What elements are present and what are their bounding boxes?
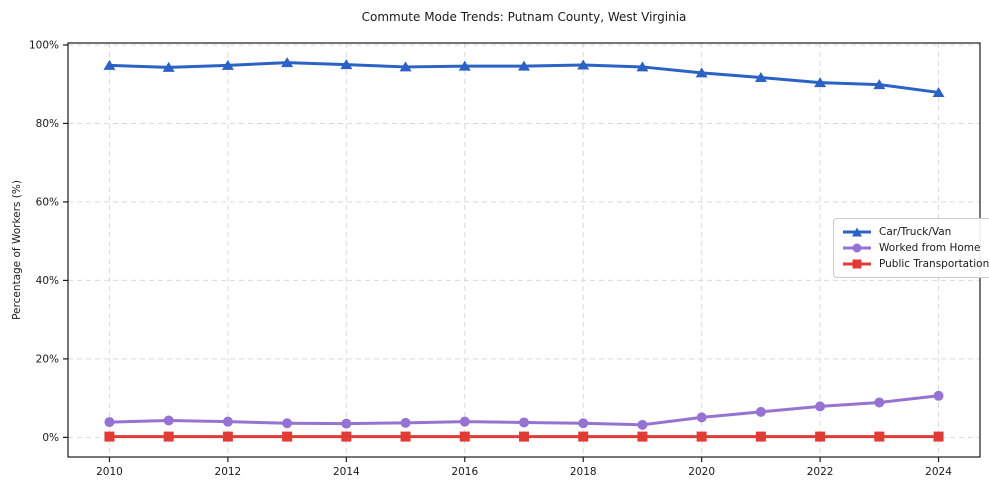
data-point-public-transportation [459, 431, 470, 442]
data-point-public-transportation [755, 431, 766, 442]
data-point-public-transportation [637, 431, 648, 442]
x-tick-label: 2012 [215, 466, 242, 478]
data-point-car-truck-van [162, 61, 175, 72]
y-tick-label: 100% [29, 39, 59, 51]
legend-label: Car/Truck/Van [879, 226, 952, 238]
y-tick-label: 80% [36, 118, 59, 130]
data-point-worked-from-home [578, 418, 589, 429]
data-point-public-transportation [282, 431, 293, 442]
data-point-car-truck-van [873, 79, 886, 90]
y-tick-label: 40% [36, 275, 59, 287]
x-tick-label: 2022 [807, 466, 834, 478]
y-tick-label: 0% [42, 432, 59, 444]
data-point-worked-from-home [815, 401, 826, 412]
y-tick-label: 20% [36, 353, 59, 365]
legend-label: Worked from Home [879, 242, 981, 254]
data-point-public-transportation [519, 431, 529, 442]
x-tick-label: 2024 [925, 466, 952, 478]
data-point-public-transportation [400, 431, 411, 442]
legend-label: Public Transportation [879, 258, 989, 270]
y-tick-label: 60% [36, 196, 59, 208]
data-series [103, 57, 945, 442]
x-tick-label: 2010 [96, 466, 123, 478]
data-point-car-truck-van [281, 57, 294, 68]
data-point-worked-from-home [637, 419, 648, 430]
data-point-public-transportation [578, 431, 589, 442]
legend-item-public-transportation: Public Transportation [842, 256, 989, 272]
legend-item-car-truck-van: Car/Truck/Van [842, 224, 989, 240]
x-tick-label: 2018 [570, 466, 597, 478]
data-point-worked-from-home [696, 412, 707, 423]
x-tick-label: 2014 [333, 466, 360, 478]
data-point-public-transportation [815, 431, 826, 442]
data-point-car-truck-van [221, 59, 234, 70]
data-point-public-transportation [341, 431, 352, 442]
data-point-worked-from-home [222, 416, 233, 427]
data-point-worked-from-home [755, 406, 766, 417]
data-point-worked-from-home [400, 417, 411, 428]
data-point-worked-from-home [933, 390, 944, 401]
data-point-car-truck-van [932, 86, 945, 97]
data-point-public-transportation [933, 431, 944, 442]
data-point-car-truck-van [814, 77, 827, 88]
legend-triangle-marker-icon [842, 226, 872, 238]
data-point-car-truck-van [518, 60, 530, 71]
legend-item-worked-from-home: Worked from Home [842, 240, 989, 256]
data-point-worked-from-home [341, 418, 352, 429]
x-tick-label: 2020 [688, 466, 715, 478]
data-point-public-transportation [874, 431, 885, 442]
data-point-car-truck-van [577, 59, 590, 70]
x-tick-label: 2016 [451, 466, 478, 478]
data-point-worked-from-home [282, 418, 293, 429]
data-point-car-truck-van [636, 61, 649, 72]
data-point-public-transportation [222, 431, 233, 442]
chart-title: Commute Mode Trends: Putnam County, West… [361, 10, 687, 24]
tick-labels: 0% 20% 40% 60% 80% 100% 2010 2012 2014 2016 2018 20… [29, 39, 952, 478]
data-point-car-truck-van [103, 59, 116, 70]
legend-circle-marker-icon [842, 242, 872, 254]
data-point-worked-from-home [519, 417, 529, 428]
legend-square-marker-icon [842, 258, 872, 270]
data-point-car-truck-van [695, 67, 708, 78]
data-point-worked-from-home [874, 397, 885, 408]
data-point-car-truck-van [458, 60, 471, 71]
data-point-public-transportation [163, 431, 174, 442]
data-point-public-transportation [696, 431, 707, 442]
data-point-public-transportation [104, 431, 115, 442]
data-point-worked-from-home [459, 416, 470, 427]
data-point-car-truck-van [754, 72, 767, 83]
data-point-worked-from-home [163, 415, 174, 426]
data-point-worked-from-home [104, 417, 115, 428]
legend: Car/Truck/Van Worked from Home Public Tran… [833, 218, 989, 278]
data-point-car-truck-van [399, 61, 412, 72]
data-point-car-truck-van [340, 59, 353, 70]
